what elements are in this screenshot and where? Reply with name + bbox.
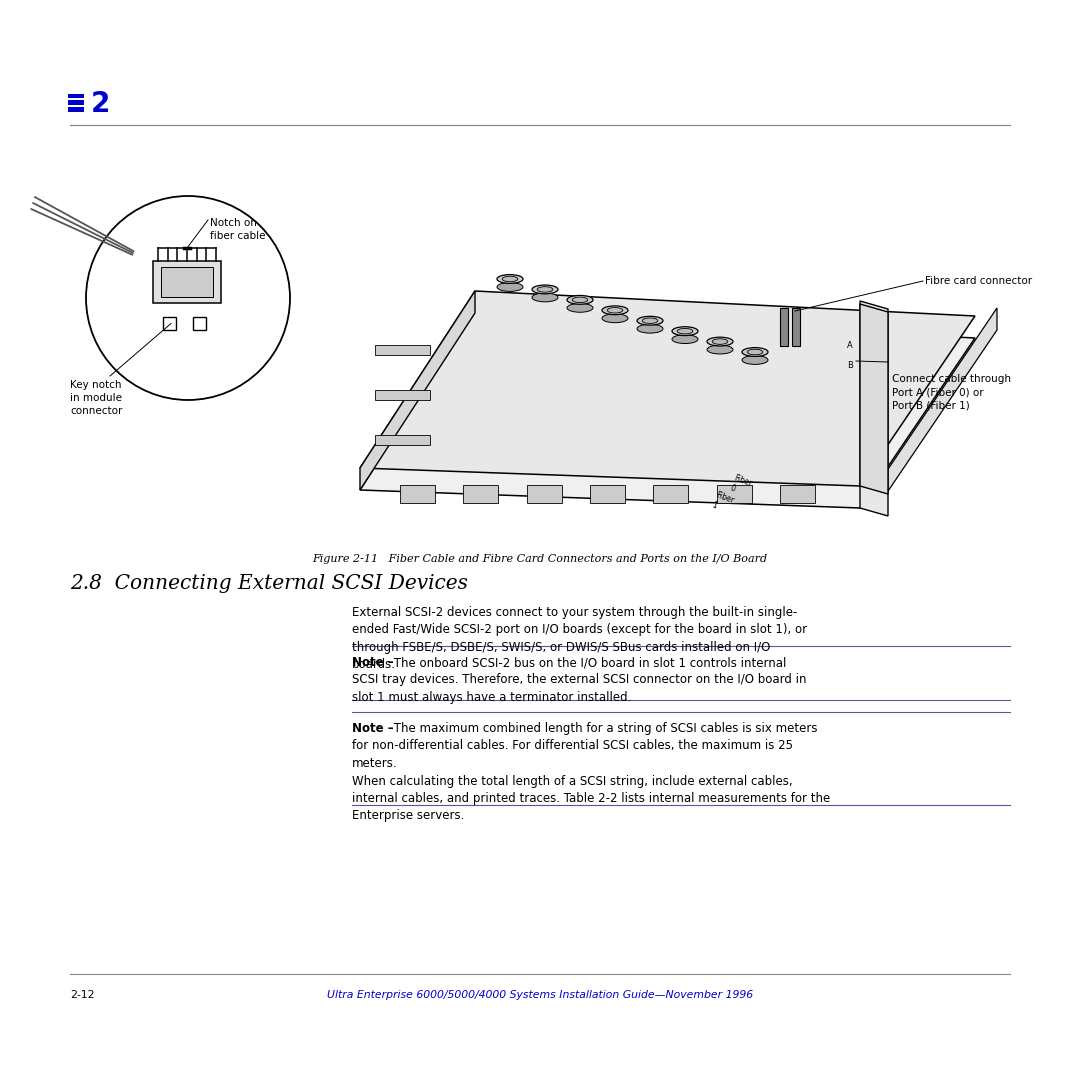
Polygon shape <box>882 308 997 500</box>
Ellipse shape <box>707 346 733 354</box>
Text: meters.: meters. <box>352 757 397 770</box>
Polygon shape <box>860 301 888 516</box>
Ellipse shape <box>637 316 663 325</box>
Bar <box>590 485 625 503</box>
Bar <box>527 485 562 503</box>
Ellipse shape <box>672 335 698 343</box>
Ellipse shape <box>677 328 692 334</box>
Bar <box>163 318 176 330</box>
Ellipse shape <box>742 348 768 356</box>
Text: When calculating the total length of a SCSI string, include external cables,: When calculating the total length of a S… <box>352 774 793 787</box>
Bar <box>780 485 815 503</box>
Ellipse shape <box>637 324 663 333</box>
Bar <box>375 435 430 445</box>
Ellipse shape <box>567 303 593 312</box>
Ellipse shape <box>567 296 593 305</box>
Text: through FSBE/S, DSBE/S, SWIS/S, or DWIS/S SBus cards installed on I/O: through FSBE/S, DSBE/S, SWIS/S, or DWIS/… <box>352 642 770 654</box>
Text: Note –: Note – <box>352 723 393 735</box>
Polygon shape <box>360 313 975 508</box>
Polygon shape <box>860 303 888 494</box>
Bar <box>193 318 206 330</box>
Text: The maximum combined length for a string of SCSI cables is six meters: The maximum combined length for a string… <box>390 723 818 735</box>
Text: Figure 2-11   Fiber Cable and Fibre Card Connectors and Ports on the I/O Board: Figure 2-11 Fiber Cable and Fibre Card C… <box>312 554 768 564</box>
Ellipse shape <box>742 355 768 364</box>
Ellipse shape <box>532 293 558 301</box>
Ellipse shape <box>572 297 588 302</box>
Bar <box>375 390 430 400</box>
Ellipse shape <box>712 339 728 345</box>
Text: 2-12: 2-12 <box>70 990 95 1000</box>
Text: boards.: boards. <box>352 659 396 672</box>
Text: External SCSI-2 devices connect to your system through the built-in single-: External SCSI-2 devices connect to your … <box>352 606 797 619</box>
Text: ended Fast/Wide SCSI-2 port on I/O boards (except for the board in slot 1), or: ended Fast/Wide SCSI-2 port on I/O board… <box>352 623 807 636</box>
Ellipse shape <box>497 274 523 283</box>
Bar <box>68 94 83 98</box>
Ellipse shape <box>747 349 762 354</box>
Ellipse shape <box>602 314 627 323</box>
Bar <box>68 107 83 112</box>
Text: for non-differential cables. For differential SCSI cables, the maximum is 25: for non-differential cables. For differe… <box>352 740 793 753</box>
Ellipse shape <box>537 286 553 293</box>
Text: SCSI tray devices. Therefore, the external SCSI connector on the I/O board in: SCSI tray devices. Therefore, the extern… <box>352 674 807 687</box>
Text: Ultra Enterprise 6000/5000/4000 Systems Installation Guide—November 1996: Ultra Enterprise 6000/5000/4000 Systems … <box>327 990 753 1000</box>
Ellipse shape <box>707 337 733 346</box>
Text: Note –: Note – <box>352 656 393 669</box>
Ellipse shape <box>502 276 517 282</box>
Bar <box>68 100 83 105</box>
Text: Enterprise servers.: Enterprise servers. <box>352 810 464 823</box>
Text: slot 1 must always have a terminator installed.: slot 1 must always have a terminator ins… <box>352 691 632 704</box>
Text: internal cables, and printed traces. Table 2-2 lists internal measurements for t: internal cables, and printed traces. Tab… <box>352 792 831 805</box>
Ellipse shape <box>602 306 627 314</box>
Bar <box>717 485 752 503</box>
Bar <box>653 485 688 503</box>
Text: A: A <box>847 341 853 351</box>
Ellipse shape <box>607 308 623 313</box>
Ellipse shape <box>497 283 523 292</box>
Polygon shape <box>360 291 475 490</box>
Text: 2: 2 <box>91 90 110 118</box>
Text: Fiber
1: Fiber 1 <box>711 490 735 515</box>
Polygon shape <box>360 291 975 486</box>
Text: Fiber
0: Fiber 0 <box>729 473 754 498</box>
FancyBboxPatch shape <box>153 261 221 303</box>
Text: B: B <box>847 362 853 370</box>
Ellipse shape <box>672 327 698 336</box>
Bar <box>400 485 435 503</box>
Text: Fibre card connector: Fibre card connector <box>924 276 1032 286</box>
Ellipse shape <box>643 318 658 324</box>
Text: The onboard SCSI-2 bus on the I/O board in slot 1 controls internal: The onboard SCSI-2 bus on the I/O board … <box>390 656 786 669</box>
Text: Key notch
in module
connector: Key notch in module connector <box>70 380 122 417</box>
Bar <box>463 485 498 503</box>
Bar <box>792 308 800 346</box>
FancyBboxPatch shape <box>161 267 213 297</box>
Ellipse shape <box>532 285 558 294</box>
Bar <box>375 345 430 355</box>
Text: Connect cable through
Port A (Fiber 0) or
Port B (Fiber 1): Connect cable through Port A (Fiber 0) o… <box>892 374 1011 410</box>
Text: 2.8  Connecting External SCSI Devices: 2.8 Connecting External SCSI Devices <box>70 573 468 593</box>
Bar <box>780 308 788 346</box>
Text: Notch on
fiber cable: Notch on fiber cable <box>210 218 266 241</box>
